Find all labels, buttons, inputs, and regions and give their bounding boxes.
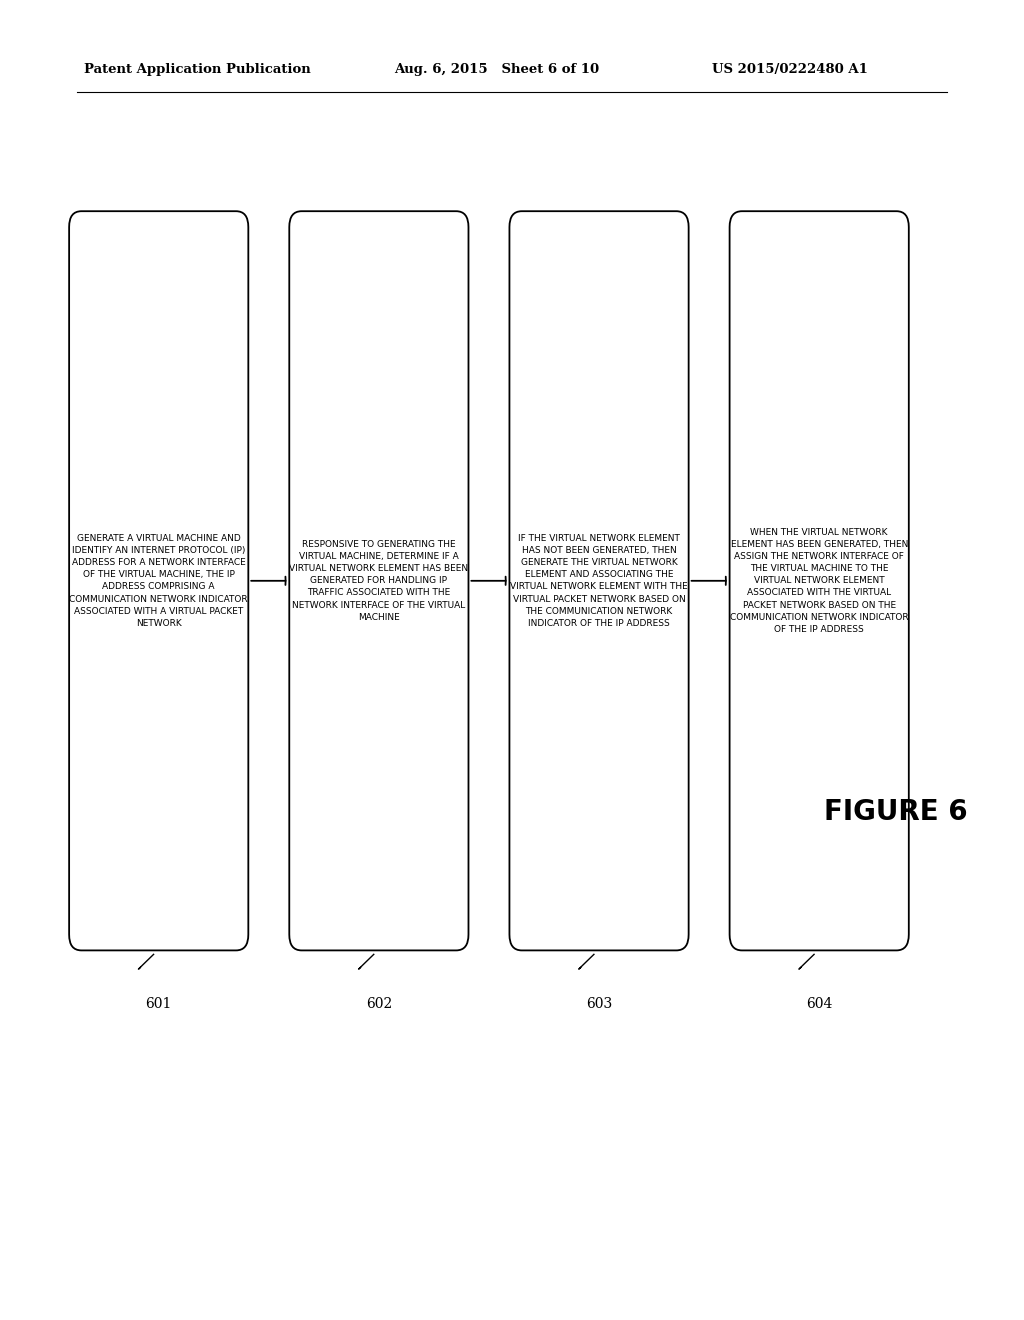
Text: Aug. 6, 2015   Sheet 6 of 10: Aug. 6, 2015 Sheet 6 of 10 <box>394 63 599 77</box>
Text: Patent Application Publication: Patent Application Publication <box>84 63 310 77</box>
Text: 602: 602 <box>366 997 392 1011</box>
FancyBboxPatch shape <box>729 211 909 950</box>
FancyBboxPatch shape <box>289 211 468 950</box>
Text: GENERATE A VIRTUAL MACHINE AND
IDENTIFY AN INTERNET PROTOCOL (IP)
ADDRESS FOR A : GENERATE A VIRTUAL MACHINE AND IDENTIFY … <box>70 533 248 628</box>
Text: RESPONSIVE TO GENERATING THE
VIRTUAL MACHINE, DETERMINE IF A
VIRTUAL NETWORK ELE: RESPONSIVE TO GENERATING THE VIRTUAL MAC… <box>290 540 468 622</box>
Text: 604: 604 <box>806 997 833 1011</box>
FancyBboxPatch shape <box>70 211 248 950</box>
Text: US 2015/0222480 A1: US 2015/0222480 A1 <box>712 63 867 77</box>
Text: 601: 601 <box>145 997 172 1011</box>
Text: WHEN THE VIRTUAL NETWORK
ELEMENT HAS BEEN GENERATED, THEN
ASSIGN THE NETWORK INT: WHEN THE VIRTUAL NETWORK ELEMENT HAS BEE… <box>730 528 908 634</box>
Text: IF THE VIRTUAL NETWORK ELEMENT
HAS NOT BEEN GENERATED, THEN
GENERATE THE VIRTUAL: IF THE VIRTUAL NETWORK ELEMENT HAS NOT B… <box>510 533 688 628</box>
FancyBboxPatch shape <box>509 211 688 950</box>
Text: FIGURE 6: FIGURE 6 <box>824 797 968 826</box>
Text: 603: 603 <box>586 997 612 1011</box>
